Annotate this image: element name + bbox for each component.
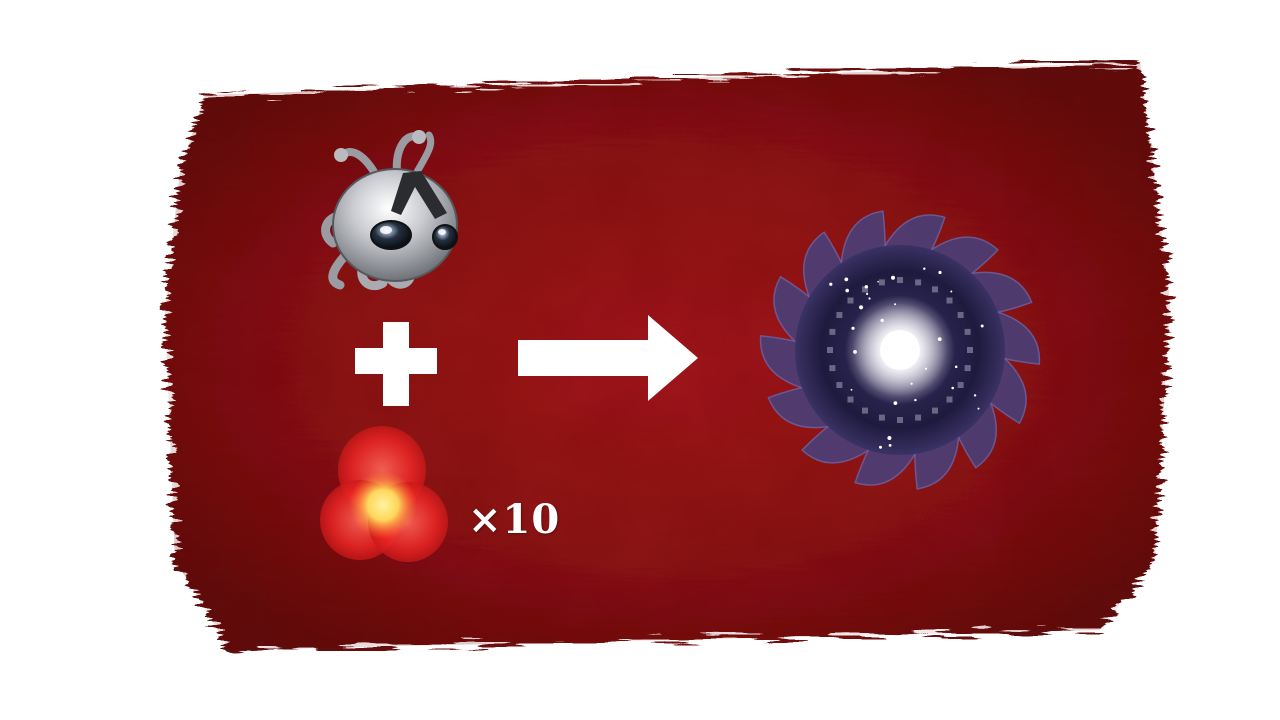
vortex-ring-segment bbox=[958, 382, 964, 388]
vortex-star bbox=[955, 366, 958, 369]
vortex-star bbox=[923, 268, 925, 270]
vortex-star bbox=[978, 408, 980, 410]
vortex-star bbox=[887, 436, 891, 440]
vortex-ring-segment bbox=[932, 408, 938, 414]
vortex-star bbox=[981, 325, 984, 328]
vortex-star bbox=[891, 276, 895, 280]
vortex-star bbox=[851, 389, 853, 391]
vortex-ring-segment bbox=[915, 279, 921, 285]
vortex-ring-segment bbox=[836, 382, 842, 388]
vortex-star bbox=[859, 305, 863, 309]
vortex-ring-segment bbox=[967, 347, 973, 353]
vortex-ring-segment bbox=[897, 277, 903, 283]
vortex-ring-segment bbox=[827, 347, 833, 353]
vortex-ring-segment bbox=[862, 408, 868, 414]
vortex-ring-segment bbox=[879, 415, 885, 421]
vortex-star bbox=[868, 297, 870, 299]
vortex-star bbox=[866, 293, 868, 295]
vortex-ring-segment bbox=[848, 298, 854, 304]
vortex-ring-segment bbox=[965, 365, 971, 371]
vortex-star bbox=[951, 387, 954, 390]
vortex-star bbox=[877, 281, 879, 283]
vortex-ring-segment bbox=[848, 397, 854, 403]
vortex-ring-segment bbox=[829, 365, 835, 371]
vortex-star bbox=[865, 285, 868, 288]
vortex-star bbox=[829, 283, 832, 286]
vortex-ring-segment bbox=[915, 415, 921, 421]
vortex-ring-segment bbox=[879, 279, 885, 285]
orb-quantity-label: ×10 bbox=[468, 496, 560, 543]
vortex-ring-segment bbox=[947, 397, 953, 403]
vortex-star bbox=[974, 394, 976, 396]
vortex-ring-segment bbox=[829, 329, 835, 335]
vortex-ring-segment bbox=[947, 298, 953, 304]
vortex-star bbox=[950, 291, 952, 293]
vortex-star bbox=[938, 271, 941, 274]
vortex-ring-segment bbox=[965, 329, 971, 335]
vortex-star bbox=[845, 289, 849, 293]
vortex-star bbox=[844, 278, 848, 282]
vortex-star bbox=[889, 444, 892, 447]
vortex-star bbox=[879, 446, 882, 449]
vortex-ring-segment bbox=[958, 312, 964, 318]
vortex-ring-segment bbox=[836, 312, 842, 318]
vortex-ring-segment bbox=[897, 417, 903, 423]
vortex-ring-segment bbox=[932, 286, 938, 292]
